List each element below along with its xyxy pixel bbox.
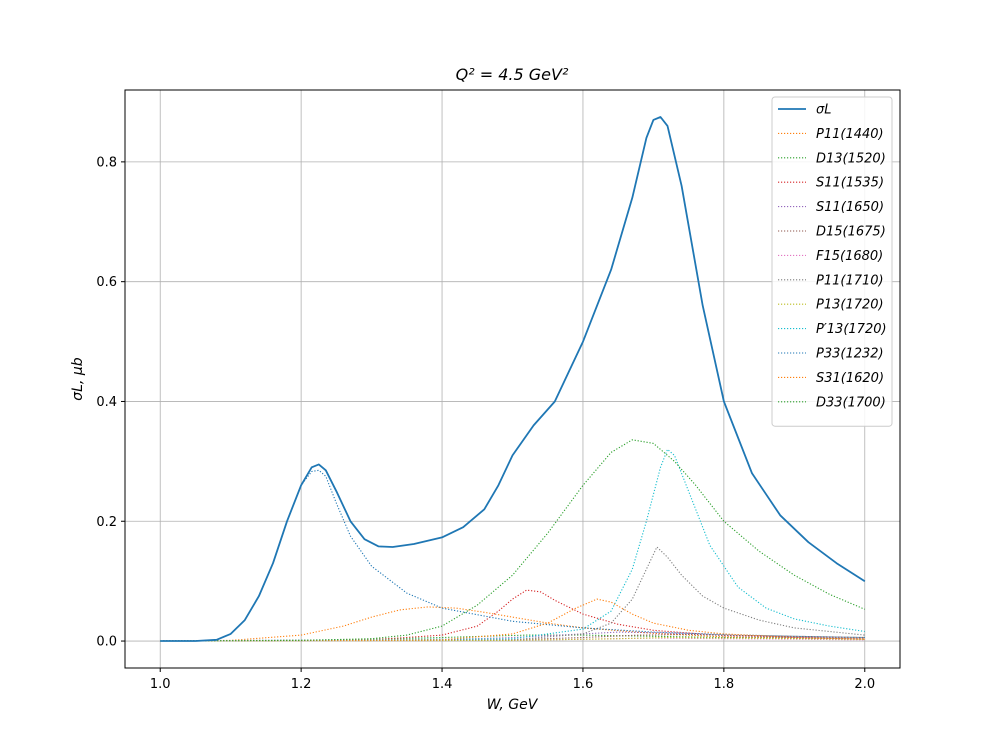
- y-tick-label: 0.8: [96, 155, 117, 170]
- series-layer: [160, 116, 866, 642]
- series-line: [160, 634, 865, 642]
- legend-entry-label: S11(1535): [816, 176, 884, 191]
- series-line: [160, 448, 865, 642]
- x-tick-label: 1.0: [150, 677, 171, 692]
- series-line: [160, 546, 865, 642]
- y-tick-label: 0.2: [96, 515, 117, 530]
- y-tick-label: 0.0: [96, 635, 117, 650]
- x-axis-label: W, GeV: [487, 697, 539, 713]
- x-tick-label: 1.8: [714, 677, 735, 692]
- series-line: [160, 439, 866, 642]
- chart-title: Q² = 4.5 GeV²: [456, 65, 569, 84]
- legend-entry-label: P′13(1720): [816, 322, 887, 337]
- series-line: [160, 469, 865, 642]
- legend-entry-label: D13(1520): [816, 151, 886, 166]
- series-line: [160, 631, 865, 642]
- legend-entry-label: P13(1720): [816, 298, 884, 313]
- legend-entry-label: D33(1700): [816, 395, 886, 410]
- legend-entry-label: S11(1650): [816, 200, 884, 215]
- legend-entry-label: D15(1675): [816, 225, 886, 240]
- series-line: [160, 606, 865, 642]
- legend-entry-label: σL: [816, 103, 831, 118]
- legend-entry-label: F15(1680): [816, 249, 883, 264]
- legend-box: [771, 96, 893, 427]
- legend-entry-label: P11(1710): [816, 273, 884, 288]
- series-line: [160, 116, 866, 642]
- y-tick-label: 0.4: [96, 395, 117, 410]
- x-tick-label: 1.6: [573, 677, 594, 692]
- series-line: [160, 598, 865, 642]
- legend: σL P11(1440) D13(1520) S11(1535) S11(1650) D1…: [771, 96, 893, 427]
- x-tick-label: 2.0: [854, 677, 875, 692]
- series-line: [160, 589, 865, 642]
- y-axis-label: σL, μb: [70, 357, 86, 400]
- legend-entry-label: P33(1232): [816, 347, 884, 362]
- legend-entry-label: S31(1620): [816, 371, 884, 386]
- x-tick-label: 1.4: [432, 677, 453, 692]
- legend-entry-label: P11(1440): [816, 127, 884, 142]
- x-tick-label: 1.2: [291, 677, 312, 692]
- y-tick-label: 0.6: [96, 275, 117, 290]
- plot-frame: [124, 89, 901, 669]
- axis-ticks: 1.0 1.2 1.4 1.6 1.8 2.0 0.0 0.2 0.4 0.6 0.8: [96, 155, 875, 692]
